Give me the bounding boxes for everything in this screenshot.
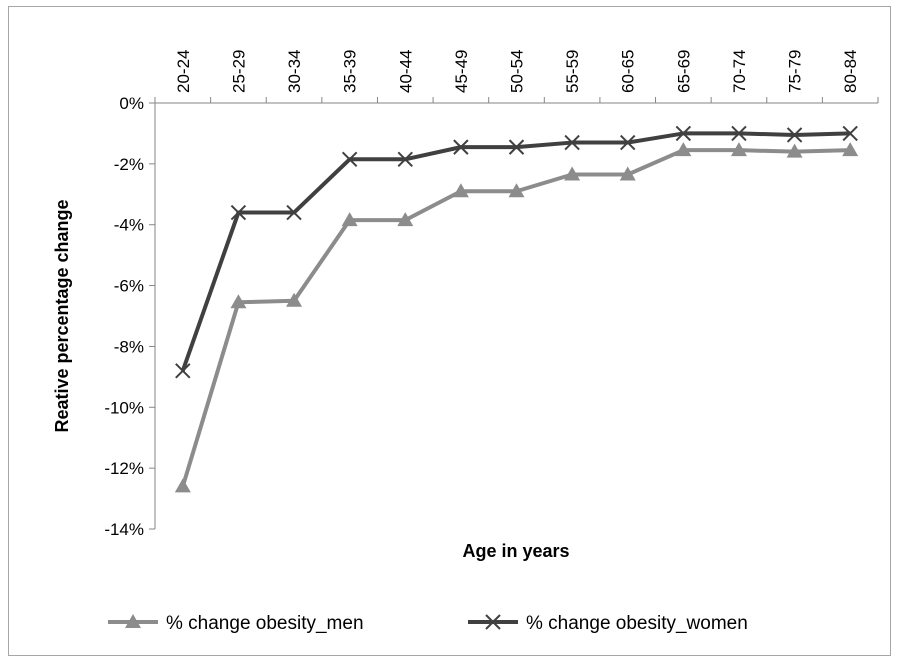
data-point-triangle	[174, 478, 191, 493]
legend-item: % change obesity_women	[468, 613, 748, 634]
y-tick-label: -8%	[114, 337, 144, 356]
data-point-triangle	[452, 183, 469, 198]
legend-marker-x	[485, 614, 501, 630]
x-tick-label: 70-74	[730, 50, 749, 93]
x-tick-label: 75-79	[786, 50, 805, 93]
data-point-x	[620, 134, 636, 151]
x-tick-label: 30-34	[285, 50, 304, 93]
x-tick-label: 25-29	[229, 50, 248, 93]
legend-item: % change obesity_men	[108, 613, 364, 634]
series-line	[180, 148, 851, 487]
x-tick-label: 20-24	[174, 50, 193, 93]
data-point-triangle	[842, 142, 859, 157]
y-tick-label: -12%	[104, 459, 144, 478]
data-point-triangle	[508, 183, 525, 198]
x-tick-label: 50-54	[508, 50, 527, 93]
series-2	[175, 125, 858, 379]
data-point-triangle	[730, 142, 747, 157]
series-lines	[174, 125, 859, 493]
y-axis-ticks: 0% -2% -4% -6% -8% -10% -12% -14%	[104, 94, 155, 539]
y-tick-label: 0%	[119, 94, 144, 113]
data-point-x	[842, 125, 858, 142]
y-tick-label: -6%	[114, 277, 144, 296]
y-axis-title: Reative percentage change	[52, 199, 72, 432]
x-tick-label: 40-44	[396, 50, 415, 93]
data-point-x	[786, 127, 803, 143]
x-tick-label: 35-39	[341, 50, 360, 93]
data-point-triangle	[675, 142, 692, 157]
series-1	[174, 142, 859, 493]
x-tick-label: 80-84	[841, 50, 860, 93]
legend-label: % change obesity_women	[526, 613, 748, 634]
legend: % change obesity_men % change obesity_wom…	[108, 613, 748, 634]
data-point-x	[230, 204, 247, 221]
data-point-x	[731, 125, 747, 142]
chart-area	[8, 6, 891, 656]
data-point-x	[286, 204, 302, 221]
data-point-x	[175, 363, 191, 379]
data-point-triangle	[786, 143, 803, 158]
x-axis-title: Age in years	[462, 541, 569, 561]
data-point-triangle	[619, 166, 636, 181]
series-line	[180, 131, 851, 372]
data-point-triangle	[230, 294, 247, 309]
data-point-x	[564, 134, 580, 151]
data-point-triangle	[397, 212, 414, 227]
x-tick-label: 60-65	[619, 50, 638, 93]
y-tick-label: -2%	[114, 155, 144, 174]
data-point-x	[453, 139, 469, 155]
x-tick-label: 45-49	[452, 50, 471, 93]
data-point-x	[397, 151, 413, 168]
data-point-x	[341, 151, 358, 168]
data-point-x	[675, 125, 692, 142]
data-point-triangle	[341, 212, 358, 227]
y-tick-label: -4%	[114, 216, 144, 235]
y-tick-label: -14%	[104, 520, 144, 539]
x-tick-label: 65-69	[674, 50, 693, 93]
data-point-triangle	[286, 292, 303, 307]
x-axis-ticks: 20-24 25-29 30-34 35-39 40-44 45-49 50-54 55-59…	[154, 50, 879, 103]
data-point-x	[508, 139, 525, 155]
x-tick-label: 55-59	[563, 50, 582, 93]
data-point-triangle	[564, 166, 581, 181]
y-tick-label: -10%	[104, 398, 144, 417]
legend-label: % change obesity_men	[166, 613, 364, 634]
legend-marker-triangle	[125, 614, 141, 628]
